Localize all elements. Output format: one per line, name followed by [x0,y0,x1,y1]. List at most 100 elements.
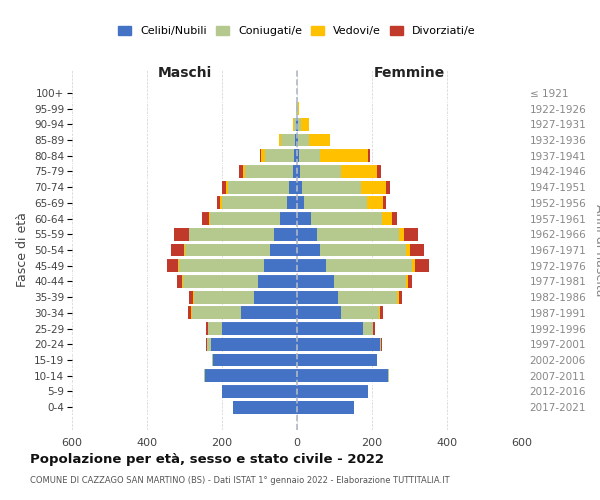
Bar [297,180,302,194]
Bar [262,149,265,162]
Bar [209,212,280,225]
Bar [293,165,297,178]
Bar [298,102,299,115]
Bar [182,275,257,288]
Bar [297,385,367,398]
Bar [188,228,190,240]
Bar [191,306,192,320]
Bar [226,180,228,194]
Bar [380,338,382,351]
Bar [194,290,254,304]
Bar [367,196,383,209]
Bar [205,370,297,382]
Bar [406,275,407,288]
Bar [265,149,295,162]
Bar [297,370,388,382]
Bar [301,118,309,130]
Bar [206,322,208,335]
Bar [382,212,392,225]
Text: Femmine: Femmine [374,66,445,80]
Bar [297,354,377,366]
Bar [297,244,320,256]
Bar [178,260,179,272]
Bar [190,228,274,240]
Bar [415,260,429,272]
Bar [341,165,377,178]
Bar [308,134,331,146]
Bar [317,228,399,240]
Bar [281,134,295,146]
Bar [170,244,184,256]
Bar [270,244,297,256]
Bar [392,212,397,225]
Bar [296,118,297,130]
Bar [362,322,373,335]
Bar [380,306,383,320]
Bar [297,275,334,288]
Bar [217,196,220,209]
Bar [222,196,287,209]
Bar [192,306,241,320]
Bar [207,338,211,351]
Bar [297,149,299,162]
Bar [297,290,337,304]
Bar [295,134,297,146]
Bar [341,306,379,320]
Bar [404,228,418,240]
Bar [264,260,297,272]
Bar [320,149,368,162]
Bar [208,322,222,335]
Bar [280,212,297,225]
Bar [326,260,412,272]
Text: Popolazione per età, sesso e stato civile - 2022: Popolazione per età, sesso e stato civil… [30,452,384,466]
Bar [297,322,362,335]
Bar [383,196,386,209]
Bar [241,306,297,320]
Bar [245,165,293,178]
Bar [298,134,308,146]
Bar [178,275,182,288]
Bar [297,400,354,413]
Bar [289,180,297,194]
Bar [274,228,297,240]
Bar [279,134,281,146]
Bar [406,244,409,256]
Bar [188,290,193,304]
Bar [386,180,390,194]
Bar [297,228,317,240]
Bar [185,244,270,256]
Bar [407,275,412,288]
Bar [409,244,424,256]
Bar [179,260,264,272]
Bar [297,196,304,209]
Bar [202,212,209,225]
Bar [397,290,398,304]
Bar [293,118,296,130]
Bar [299,149,320,162]
Bar [412,260,415,272]
Text: Maschi: Maschi [157,66,212,80]
Bar [193,290,194,304]
Bar [334,275,406,288]
Bar [242,165,245,178]
Bar [297,212,311,225]
Bar [184,244,185,256]
Bar [222,385,297,398]
Bar [187,306,191,320]
Bar [223,180,226,194]
Bar [320,244,406,256]
Bar [220,196,222,209]
Bar [212,354,297,366]
Bar [361,180,386,194]
Bar [304,196,367,209]
Bar [373,322,375,335]
Bar [297,338,380,351]
Bar [228,180,289,194]
Bar [167,260,178,272]
Y-axis label: Fasce di età: Fasce di età [16,212,29,288]
Bar [254,290,297,304]
Bar [302,180,361,194]
Bar [337,290,397,304]
Bar [398,290,403,304]
Bar [260,149,262,162]
